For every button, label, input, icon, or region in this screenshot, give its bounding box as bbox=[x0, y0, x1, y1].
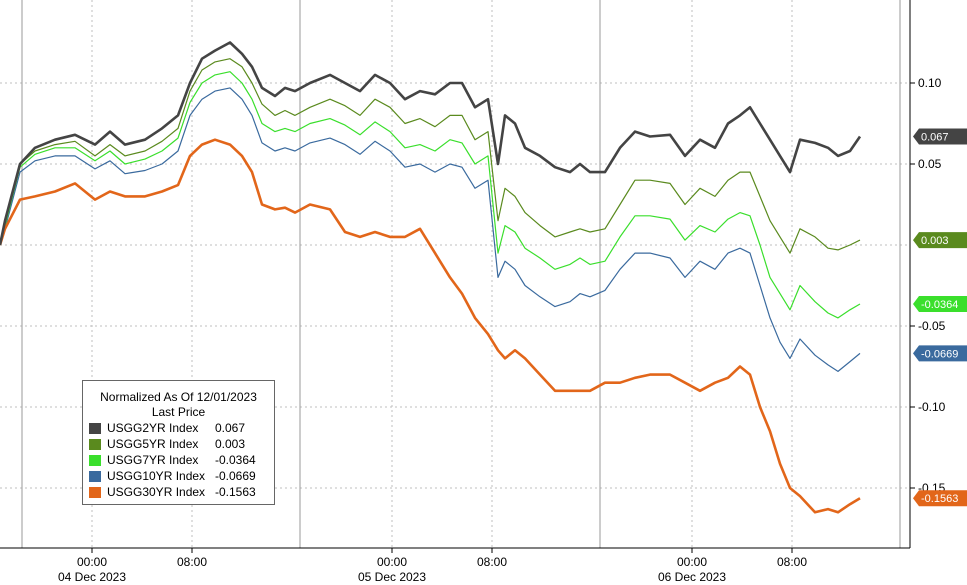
y-tick-label: -0.05 bbox=[918, 319, 946, 333]
series-lines bbox=[0, 41, 862, 514]
x-date-label: 04 Dec 2023 bbox=[58, 570, 126, 584]
last-value-tag-bg bbox=[913, 232, 967, 249]
x-date-label: 05 Dec 2023 bbox=[358, 570, 426, 584]
legend-item: USGG2YR Index 0.067 bbox=[83, 420, 274, 436]
legend-swatch bbox=[89, 470, 101, 482]
last-value-tag: -0.0364 bbox=[913, 295, 967, 312]
y-tick-label: 0.05 bbox=[918, 157, 942, 171]
x-tick-label: 00:00 bbox=[77, 555, 107, 569]
last-value-tag-bg bbox=[913, 490, 967, 507]
last-value-tag: -0.0669 bbox=[913, 345, 967, 362]
legend-series-name: USGG2YR Index bbox=[107, 421, 199, 435]
x-tick-label: 08:00 bbox=[777, 555, 807, 569]
legend-series-name: USGG10YR Index bbox=[107, 469, 206, 483]
legend-title: Normalized As Of 12/01/2023 bbox=[100, 390, 257, 404]
series-line-usgg30yr bbox=[0, 138, 861, 514]
x-tick-label: 00:00 bbox=[377, 555, 407, 569]
legend-subtitle: Last Price bbox=[151, 405, 206, 419]
last-value-tag-bg bbox=[913, 128, 967, 145]
x-date-label: 06 Dec 2023 bbox=[658, 570, 726, 584]
legend: Normalized As Of 12/01/2023 Last Price U… bbox=[82, 380, 275, 505]
last-value-tag: 0.003 bbox=[913, 232, 967, 249]
series-line-usgg7yr bbox=[0, 71, 861, 319]
legend-item: USGG5YR Index 0.003 bbox=[83, 436, 274, 452]
last-value-tags: 0.067 0.003 -0.0364 -0.0669 -0.1563 bbox=[913, 128, 967, 507]
legend-series-value: 0.067 bbox=[215, 421, 246, 435]
legend-item: USGG10YR Index -0.0669 bbox=[83, 468, 274, 484]
legend-series-value: -0.0669 bbox=[215, 469, 256, 483]
legend-series-value: 0.003 bbox=[215, 437, 246, 451]
series-line-usgg2yr bbox=[0, 41, 862, 246]
last-value-tag-bg bbox=[913, 345, 967, 362]
last-value-tag-label: -0.1563 bbox=[921, 493, 958, 505]
y-tick-label: -0.10 bbox=[918, 400, 946, 414]
legend-series-name: USGG5YR Index bbox=[107, 437, 199, 451]
last-value-tag: -0.1563 bbox=[913, 490, 967, 507]
last-value-tag-label: 0.003 bbox=[921, 235, 949, 247]
legend-series-value: -0.1563 bbox=[215, 485, 256, 499]
x-tick-label: 08:00 bbox=[177, 555, 207, 569]
x-tick-label: 00:00 bbox=[677, 555, 707, 569]
legend-series-value: -0.0364 bbox=[215, 453, 256, 467]
legend-series-name: USGG7YR Index bbox=[107, 453, 199, 467]
last-value-tag-label: -0.0364 bbox=[921, 299, 958, 311]
last-value-tag-label: 0.067 bbox=[921, 131, 949, 143]
last-value-tag-label: -0.0669 bbox=[921, 348, 958, 360]
legend-swatch bbox=[89, 486, 101, 498]
legend-item: USGG7YR Index -0.0364 bbox=[83, 452, 274, 468]
last-value-tag-bg bbox=[913, 295, 967, 312]
y-tick-labels: -0.15-0.10-0.050.050.10 bbox=[918, 76, 946, 495]
legend-series-name: USGG30YR Index bbox=[107, 485, 206, 499]
x-tick-label: 08:00 bbox=[477, 555, 507, 569]
axes bbox=[0, 0, 915, 553]
y-tick-label: 0.10 bbox=[918, 76, 942, 90]
series-line-usgg10yr bbox=[0, 87, 861, 372]
legend-swatch bbox=[89, 422, 101, 434]
legend-swatch bbox=[89, 438, 101, 450]
series-line-usgg5yr bbox=[0, 58, 861, 254]
last-value-tag: 0.067 bbox=[913, 128, 967, 145]
legend-swatch bbox=[89, 454, 101, 466]
legend-item: USGG30YR Index -0.1563 bbox=[83, 484, 274, 500]
